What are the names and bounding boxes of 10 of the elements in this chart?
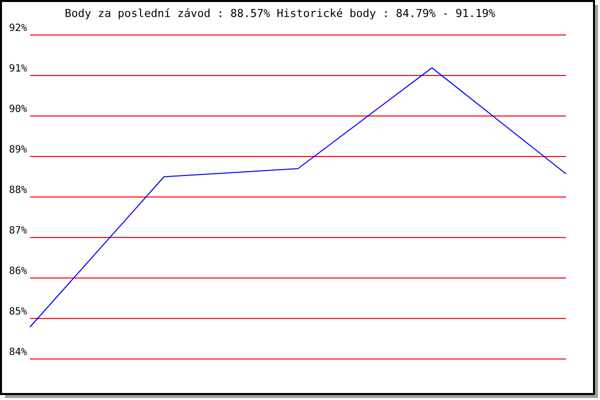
y-tick-label: 92% [8, 23, 27, 34]
y-tick-label: 87% [8, 226, 27, 236]
y-tick-label: 89% [8, 144, 27, 156]
chart-title: Body za poslední závod : 88.57% Historické body : 84.79% - 91.19% [64, 7, 496, 20]
y-tick-label: 91% [8, 64, 27, 74]
y-tick-label: 85% [8, 306, 27, 318]
y-tick-label: 90% [8, 104, 27, 115]
y-tick-label: 88% [8, 185, 27, 196]
y-tick-label: 86% [8, 266, 27, 277]
y-tick-label: 84% [8, 347, 27, 358]
